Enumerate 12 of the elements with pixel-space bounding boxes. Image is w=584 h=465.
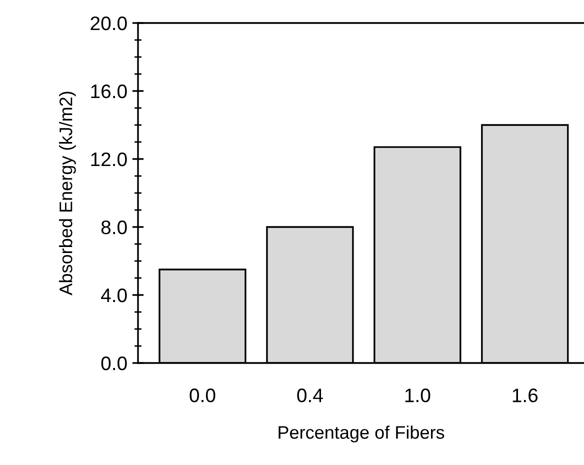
y-tick-label: 0.0 [101,356,127,370]
x-tick-label: 1.0 [405,388,430,402]
y-tick-label: 20.0 [90,16,127,30]
y-tick-label: 8.0 [101,220,127,234]
x-tick-label: 0.0 [190,388,216,402]
x-tick-label: 1.6 [512,388,538,402]
y-axis-title: Absorbed Energy (kJ/m2) [59,92,76,296]
x-axis-title: Percentage of Fibers [278,426,444,442]
y-tick-label: 12.0 [91,152,127,166]
x-tick-label: 0.4 [297,388,323,402]
y-tick-label: 4.0 [101,288,127,302]
y-tick-label: 16.0 [91,84,127,98]
